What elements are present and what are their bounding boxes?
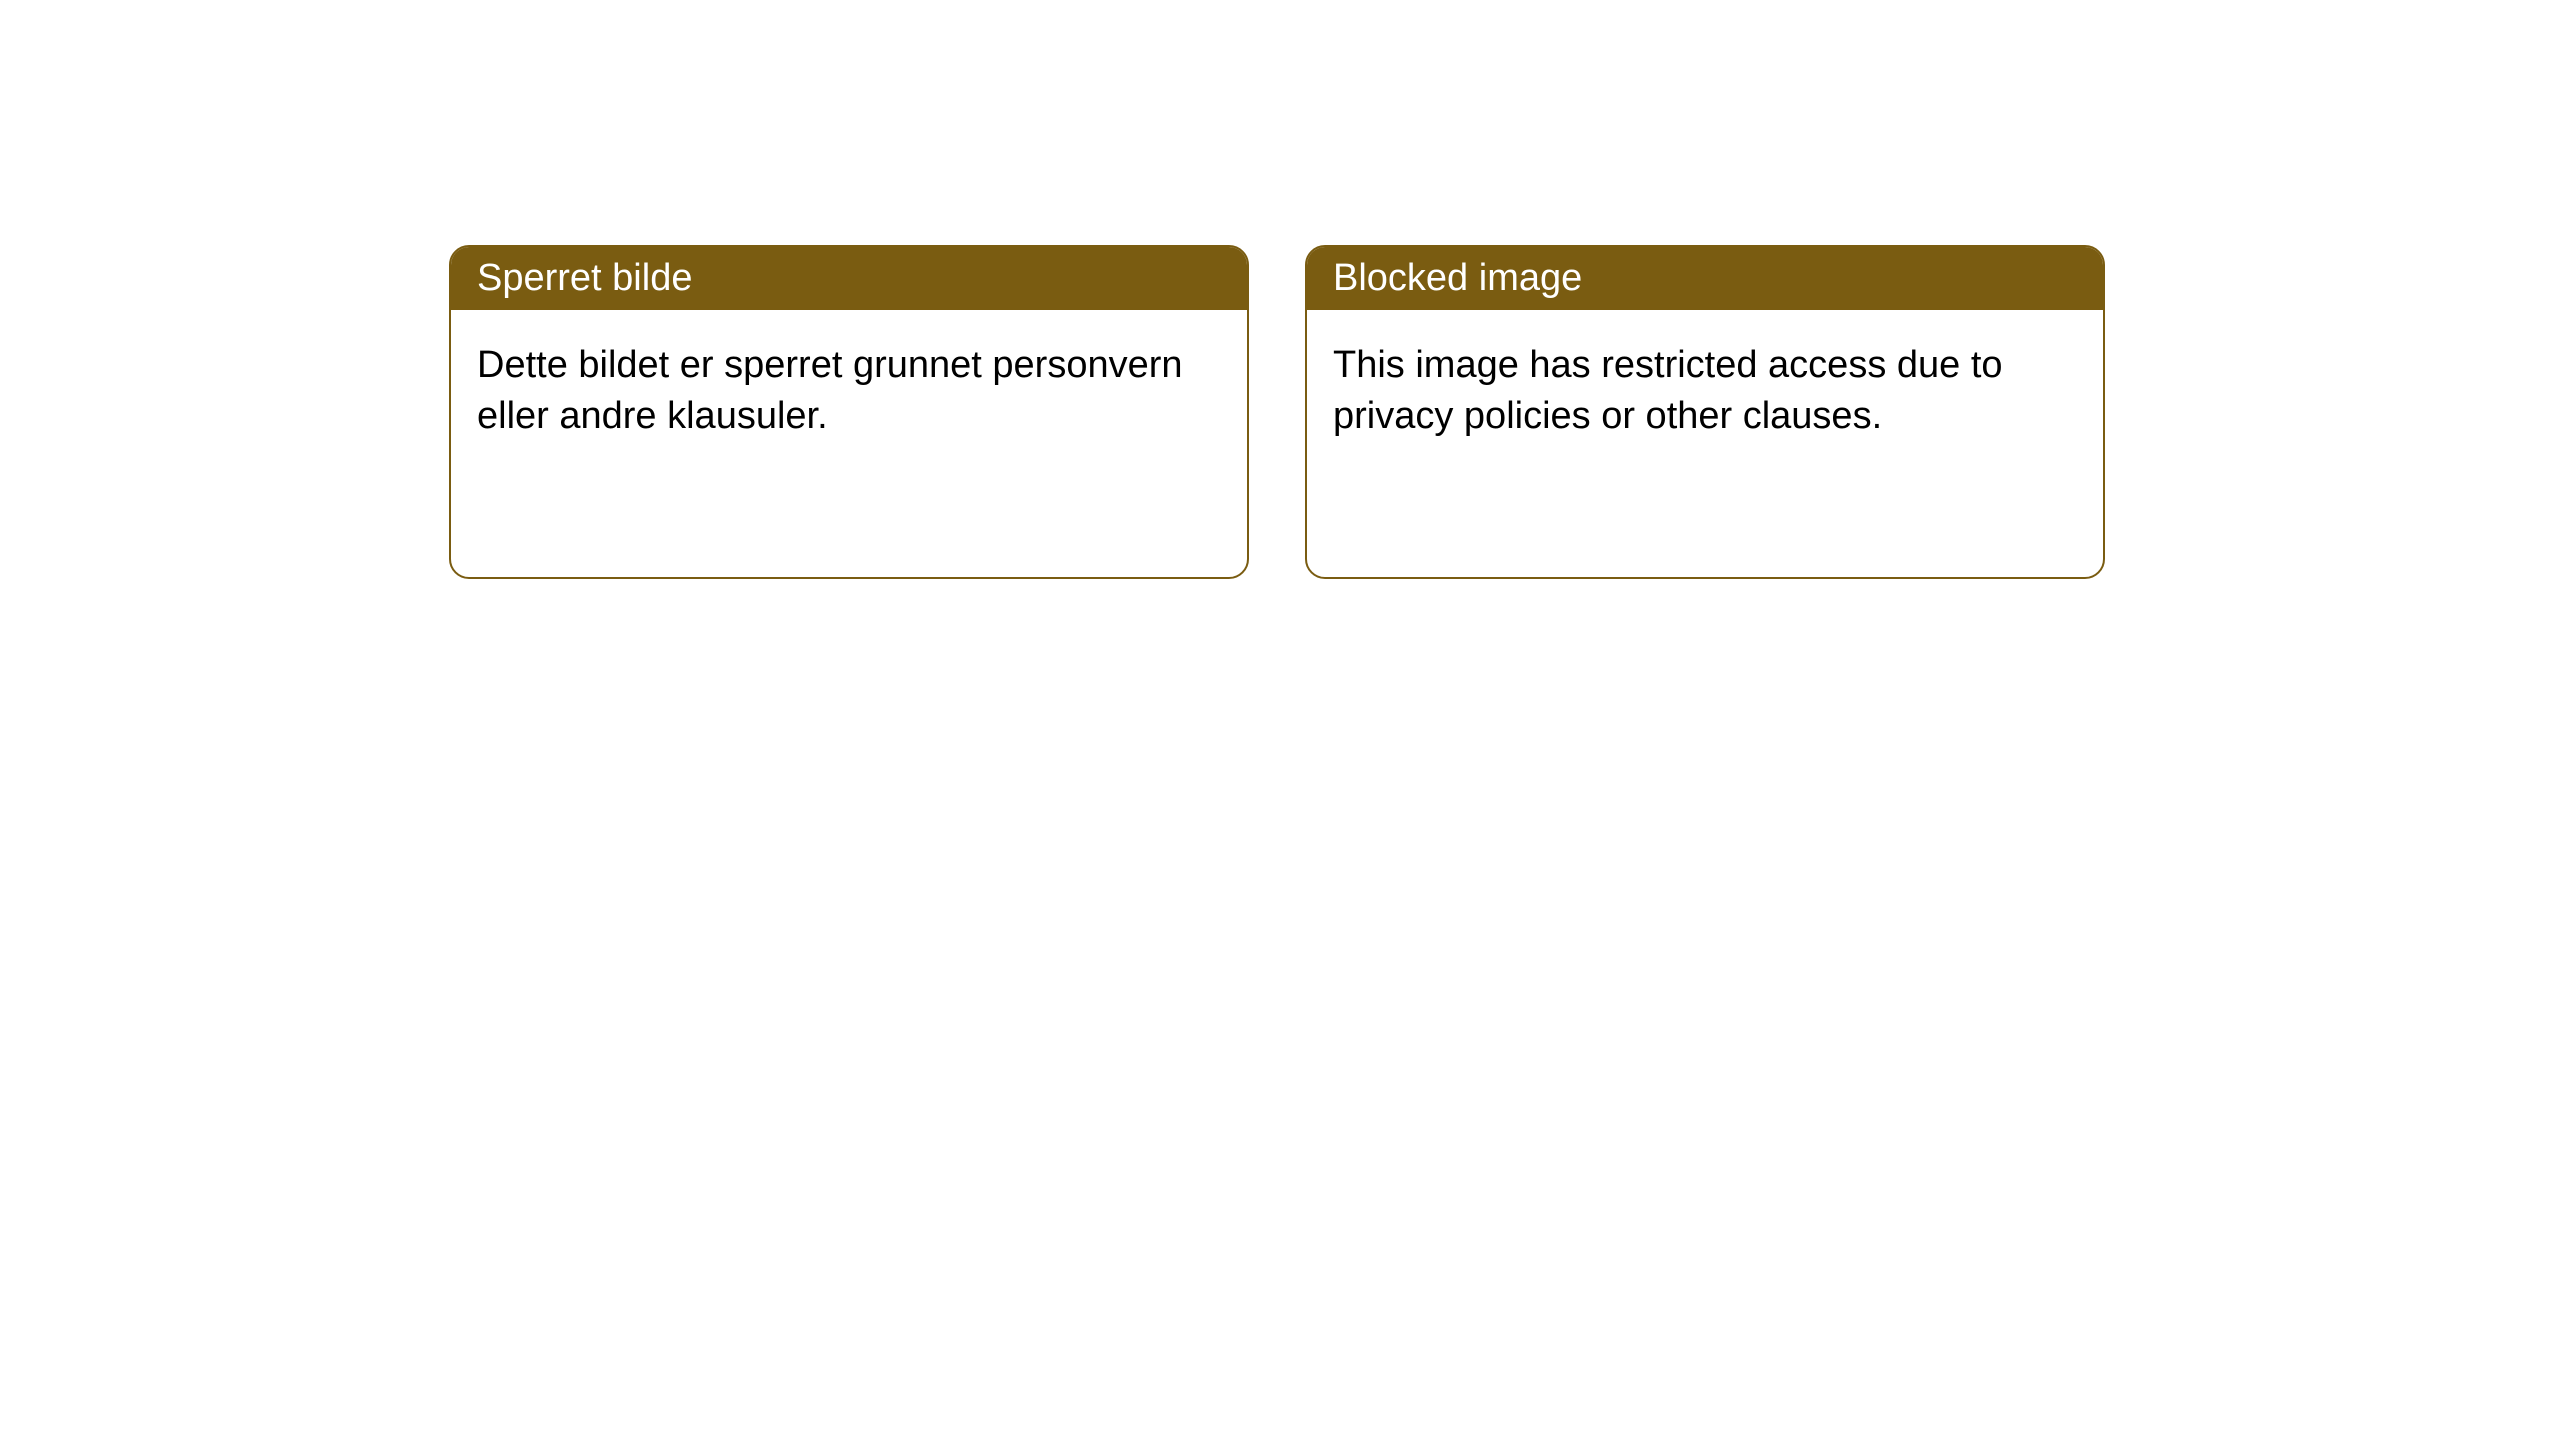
notice-body-text: This image has restricted access due to … (1333, 344, 2003, 437)
notice-card-norwegian: Sperret bilde Dette bildet er sperret gr… (449, 245, 1249, 579)
notice-container: Sperret bilde Dette bildet er sperret gr… (449, 245, 2105, 579)
notice-card-english: Blocked image This image has restricted … (1305, 245, 2105, 579)
notice-body: This image has restricted access due to … (1307, 310, 2103, 473)
notice-body-text: Dette bildet er sperret grunnet personve… (477, 344, 1183, 437)
notice-title: Sperret bilde (477, 257, 692, 299)
notice-header: Sperret bilde (451, 247, 1247, 310)
notice-body: Dette bildet er sperret grunnet personve… (451, 310, 1247, 473)
notice-header: Blocked image (1307, 247, 2103, 310)
notice-title: Blocked image (1333, 257, 1582, 299)
